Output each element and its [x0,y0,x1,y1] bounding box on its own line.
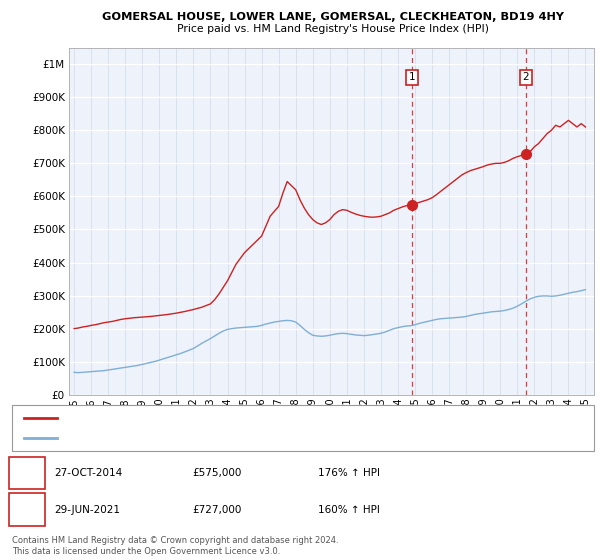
Text: £575,000: £575,000 [192,468,241,478]
Text: 2: 2 [23,505,31,515]
Text: GOMERSAL HOUSE, LOWER LANE, GOMERSAL, CLECKHEATON, BD19 4HY: GOMERSAL HOUSE, LOWER LANE, GOMERSAL, CL… [102,12,564,22]
Text: Contains HM Land Registry data © Crown copyright and database right 2024.
This d: Contains HM Land Registry data © Crown c… [12,536,338,556]
Text: Price paid vs. HM Land Registry's House Price Index (HPI): Price paid vs. HM Land Registry's House … [177,24,489,34]
Text: £727,000: £727,000 [192,505,241,515]
Text: 2: 2 [523,72,529,82]
Text: 1: 1 [23,468,31,478]
Text: 29-JUN-2021: 29-JUN-2021 [54,505,120,515]
Text: HPI: Average price, detached house, Kirklees: HPI: Average price, detached house, Kirk… [63,430,277,439]
Text: 176% ↑ HPI: 176% ↑ HPI [318,468,380,478]
Text: 1: 1 [409,72,415,82]
Text: GOMERSAL HOUSE, LOWER LANE, GOMERSAL, CLECKHEATON, BD19 4HY (detached hou: GOMERSAL HOUSE, LOWER LANE, GOMERSAL, CL… [63,410,480,419]
Text: 160% ↑ HPI: 160% ↑ HPI [318,505,380,515]
Text: 27-OCT-2014: 27-OCT-2014 [54,468,122,478]
